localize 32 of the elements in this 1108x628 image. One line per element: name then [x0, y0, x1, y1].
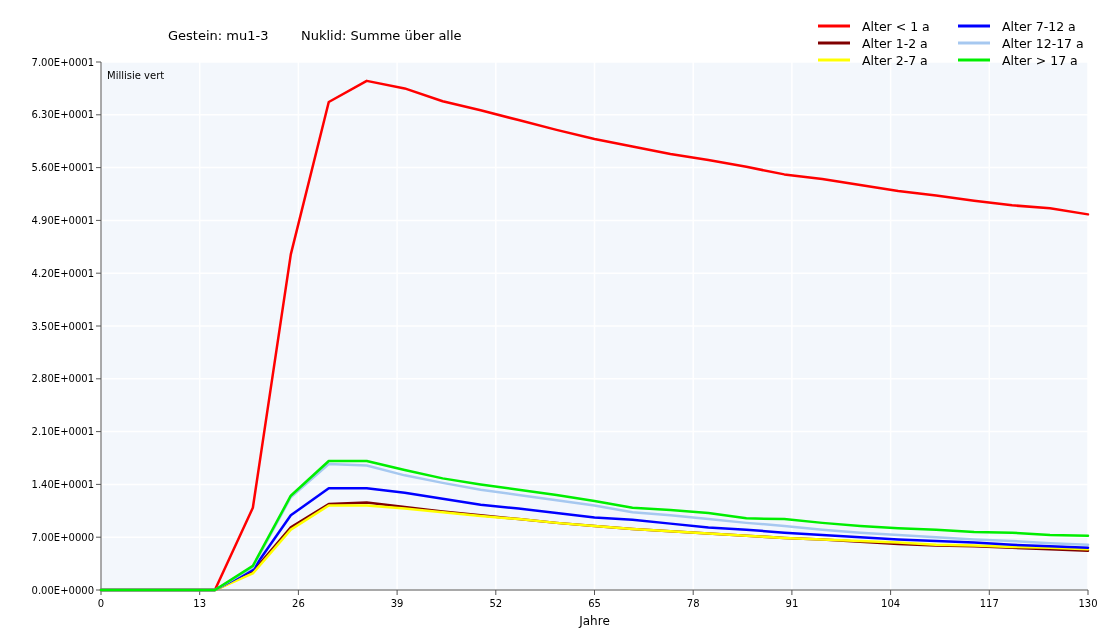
legend-label: Alter > 17 a	[1002, 52, 1078, 68]
chart-title: Gestein: mu1-3	[168, 28, 269, 43]
chart-subtitle: Nuklid: Summe über alle	[301, 28, 462, 43]
x-tick-label: 0	[97, 598, 105, 609]
x-tick-label: 13	[193, 598, 207, 609]
y-tick-label: 4.20E+0001	[31, 267, 94, 279]
legend-label: Alter 2-7 a	[862, 52, 928, 68]
x-axis-title: Jahre	[578, 614, 610, 628]
legend-label: Alter 1-2 a	[862, 35, 928, 51]
y-tick-label: 3.50E+0001	[31, 320, 94, 332]
x-tick-label: 104	[881, 598, 901, 609]
y-tick-label: 2.10E+0001	[31, 426, 94, 438]
legend-label: Alter 12-17 a	[1002, 35, 1084, 51]
y-tick-label: 7.00E+0000	[31, 531, 94, 543]
y-axis-title: Millisie vert	[107, 70, 165, 81]
y-tick-label: 6.30E+0001	[31, 109, 94, 121]
y-tick-label: 5.60E+0001	[31, 162, 94, 174]
y-tick-label: 4.90E+0001	[31, 214, 94, 226]
legend-label: Alter 7-12 a	[1002, 18, 1076, 34]
x-tick-label: 65	[588, 598, 601, 609]
x-tick-label: 130	[1078, 598, 1098, 609]
x-tick-label: 52	[489, 598, 503, 609]
y-tick-label: 0.00E+0000	[31, 584, 94, 596]
y-tick-label: 7.00E+0001	[31, 56, 94, 68]
x-tick-label: 26	[292, 598, 305, 609]
y-tick-label: 1.40E+0001	[31, 478, 94, 490]
x-tick-label: 39	[390, 598, 404, 609]
x-tick-label: 117	[979, 598, 999, 609]
y-tick-label: 2.80E+0001	[31, 373, 94, 385]
x-tick-label: 91	[785, 598, 799, 609]
x-tick-label: 78	[686, 598, 700, 609]
legend-label: Alter < 1 a	[862, 18, 930, 34]
